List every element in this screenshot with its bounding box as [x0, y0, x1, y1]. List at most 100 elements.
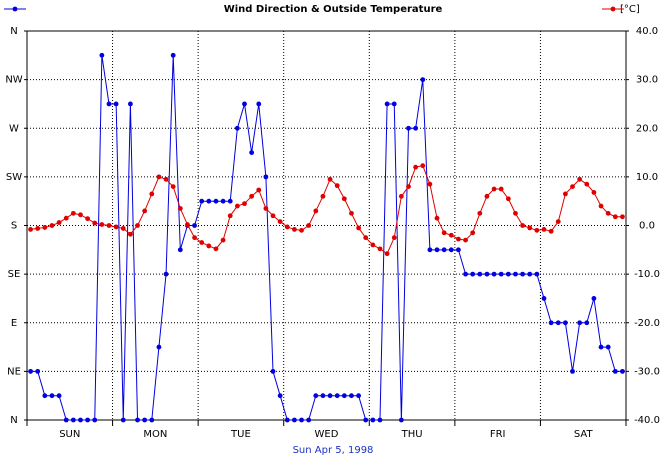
- y2-tick-label: -40.0: [634, 415, 660, 426]
- data-point: [227, 213, 233, 219]
- data-point: [598, 203, 604, 209]
- x-day-label: FRI: [490, 429, 506, 440]
- data-point: [199, 198, 205, 204]
- data-point: [577, 320, 583, 326]
- data-point: [106, 223, 112, 228]
- data-point: [242, 101, 247, 107]
- data-point: [35, 368, 41, 374]
- data-point: [484, 271, 490, 277]
- data-point: [177, 206, 183, 211]
- data-point: [306, 223, 312, 228]
- data-point: [277, 219, 283, 225]
- data-point: [548, 320, 554, 326]
- data-point: [349, 393, 354, 399]
- data-point: [491, 186, 497, 192]
- data-point: [577, 176, 583, 182]
- data-point: [156, 174, 162, 180]
- legend-marker: [12, 6, 18, 12]
- data-point: [177, 247, 183, 253]
- data-point: [591, 190, 597, 195]
- data-point: [513, 271, 518, 277]
- data-point: [213, 246, 219, 252]
- data-point: [163, 176, 169, 182]
- data-point: [220, 237, 226, 243]
- data-point: [434, 247, 440, 253]
- data-point: [156, 344, 162, 350]
- data-point: [427, 247, 433, 253]
- data-point: [498, 271, 504, 277]
- data-point: [341, 393, 347, 399]
- data-point: [605, 210, 611, 216]
- data-point: [384, 101, 390, 107]
- data-point: [470, 230, 476, 236]
- data-point: [391, 235, 397, 241]
- data-point: [242, 201, 247, 207]
- data-point: [28, 368, 33, 374]
- data-point: [562, 191, 568, 197]
- data-point: [63, 417, 69, 423]
- data-point: [498, 186, 504, 192]
- data-point: [99, 222, 105, 227]
- data-point: [584, 320, 590, 326]
- data-point: [612, 214, 618, 220]
- data-point: [620, 368, 625, 374]
- data-point: [149, 417, 155, 423]
- y2-tick-label: 40.0: [636, 26, 658, 37]
- data-point: [441, 230, 447, 236]
- legend-marker: [610, 6, 616, 12]
- data-point: [277, 393, 283, 399]
- data-point: [491, 271, 497, 277]
- data-point: [85, 216, 91, 222]
- y-tick-label: NE: [7, 366, 21, 377]
- data-point: [505, 271, 511, 277]
- data-point: [206, 198, 212, 204]
- data-point: [448, 232, 454, 238]
- x-day-label: TUE: [230, 429, 251, 440]
- data-point: [327, 176, 333, 182]
- data-point: [199, 240, 205, 245]
- data-point: [541, 296, 547, 301]
- x-day-label: WED: [315, 429, 339, 440]
- data-point: [284, 224, 290, 230]
- y-tick-label: W: [9, 123, 19, 134]
- y-tick-label: E: [11, 318, 17, 329]
- data-point: [320, 193, 326, 199]
- chart-title: Wind Direction & Outside Temperature: [224, 4, 443, 15]
- data-point: [206, 243, 212, 249]
- data-point: [163, 271, 169, 277]
- data-point: [142, 417, 148, 423]
- data-point: [234, 125, 240, 131]
- data-point: [49, 223, 55, 228]
- data-point: [341, 196, 347, 202]
- y2-tick-label: 20.0: [636, 123, 658, 134]
- data-point: [484, 193, 490, 199]
- data-point: [434, 215, 440, 221]
- data-point: [363, 417, 369, 423]
- x-day-label: MON: [143, 429, 167, 440]
- data-point: [420, 163, 426, 169]
- data-point: [370, 242, 376, 248]
- data-point: [56, 220, 62, 225]
- data-point: [113, 224, 119, 230]
- data-point: [170, 184, 176, 190]
- data-point: [377, 246, 383, 252]
- data-point: [398, 193, 404, 199]
- data-point: [612, 368, 618, 374]
- data-point: [256, 187, 262, 193]
- series-line: [30, 55, 623, 421]
- data-point: [78, 212, 83, 218]
- data-point: [534, 271, 540, 277]
- data-point: [234, 203, 240, 209]
- data-point: [620, 214, 625, 220]
- data-point: [427, 181, 433, 187]
- y-tick-label: NW: [5, 75, 22, 86]
- data-point: [327, 393, 333, 399]
- data-point: [292, 226, 297, 232]
- data-point: [520, 271, 526, 277]
- data-point: [113, 101, 119, 107]
- data-point: [85, 417, 91, 423]
- y2-tick-label: 0.0: [639, 221, 655, 232]
- data-point: [334, 183, 340, 189]
- data-point: [306, 417, 312, 423]
